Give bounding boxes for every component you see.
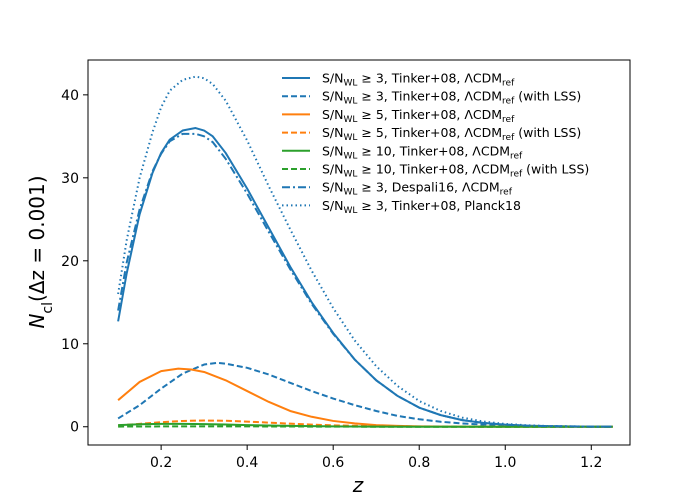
x-tick-label: 0.4: [236, 455, 258, 471]
x-axis-title: z: [352, 473, 364, 497]
axes-layer: 0.2 0.4 0.6 0.8 1.0 1.2 0 10 20 30 40: [61, 59, 631, 471]
y-tick-label: 40: [61, 88, 79, 104]
legend-label-6: S/NWL ≥ 10, Tinker+08, ΛCDMref (with LSS…: [322, 162, 589, 180]
legend-label-2: S/NWL ≥ 3, Tinker+08, ΛCDMref (with LSS): [322, 89, 581, 107]
y-tick-label: 10: [61, 337, 79, 353]
y-tick-label: 20: [61, 254, 79, 270]
legend-label-8: S/NWL ≥ 3, Tinker+08, Planck18: [322, 198, 521, 216]
legend-label-5: S/NWL ≥ 10, Tinker+08, ΛCDMref: [322, 143, 523, 161]
plot-frame: [87, 59, 631, 446]
y-tick-label: 30: [61, 171, 79, 187]
series-layer: [117, 75, 613, 428]
x-tick-label: 0.8: [408, 455, 430, 471]
x-tick-label: 0.6: [322, 455, 344, 471]
y-tick-label: 0: [70, 420, 79, 436]
legend-label-7: S/NWL ≥ 3, Despali16, ΛCDMref: [322, 180, 513, 198]
y-axis-title-sub: cl: [40, 302, 56, 314]
legend-label-3: S/NWL ≥ 5, Tinker+08, ΛCDMref: [322, 107, 515, 125]
y-axis-title-main: N: [25, 314, 49, 329]
series-line-8: [117, 75, 613, 428]
legend-label-1: S/NWL ≥ 3, Tinker+08, ΛCDMref: [322, 71, 515, 89]
plot-background: [88, 60, 630, 445]
series-line-7: [117, 132, 613, 428]
x-tick-label: 1.2: [580, 455, 602, 471]
y-axis-title: Ncl(Δz = 0.001): [25, 175, 56, 328]
x-tick-label: 1.0: [494, 455, 516, 471]
x-tick-label: 0.2: [150, 455, 172, 471]
legend-label-4: S/NWL ≥ 5, Tinker+08, ΛCDMref (with LSS): [322, 125, 581, 143]
y-axis-title-rest: (Δz = 0.001): [25, 175, 49, 302]
